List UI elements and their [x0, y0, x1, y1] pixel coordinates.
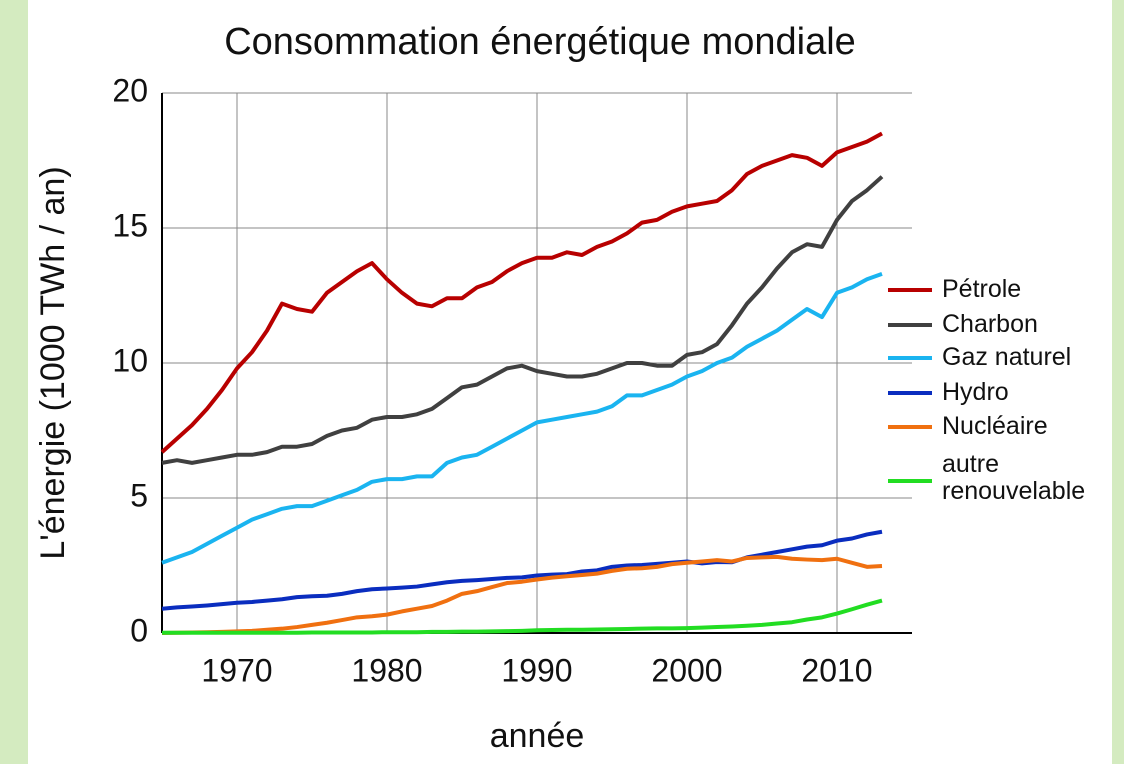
- x-tick-label: 1980: [351, 652, 422, 688]
- y-tick-label: 10: [112, 342, 148, 378]
- panel: [28, 0, 1112, 764]
- legend-label: Gaz naturel: [942, 343, 1072, 371]
- y-tick-label: 5: [130, 477, 148, 513]
- legend-label: Pétrole: [942, 275, 1022, 303]
- chart-title: Consommation énergétique mondiale: [224, 21, 856, 63]
- series-line: [161, 272, 883, 565]
- legend-label: Charbon: [942, 310, 1038, 338]
- x-tick-label: 2000: [651, 652, 722, 688]
- y-tick-label: 20: [112, 72, 148, 108]
- legend-label: autre renouvelable: [942, 450, 1086, 505]
- series-line: [161, 529, 883, 611]
- legend-label: Nucléaire: [942, 412, 1048, 440]
- series-line: [161, 554, 883, 635]
- x-tick-label: 2010: [801, 652, 872, 688]
- y-tick-label: 0: [130, 612, 148, 648]
- x-axis-label: année: [490, 717, 585, 755]
- series-line: [161, 175, 884, 465]
- series-line: [160, 131, 883, 454]
- x-tick-label: 1990: [501, 652, 572, 688]
- legend-label: Hydro: [942, 378, 1009, 406]
- y-axis-label: L'énergie (1000 TWh / an): [34, 166, 72, 559]
- x-tick-label: 1970: [201, 652, 272, 688]
- y-tick-label: 15: [112, 207, 148, 243]
- series-line: [162, 598, 883, 635]
